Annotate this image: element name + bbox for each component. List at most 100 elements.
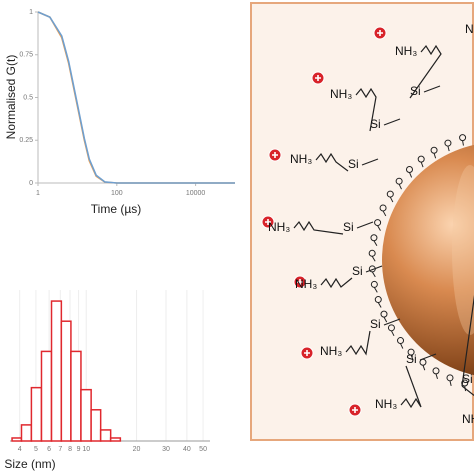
y-axis-title: Normalised G(t) xyxy=(4,55,18,140)
surface-stem xyxy=(389,196,394,203)
positive-charge xyxy=(449,454,461,466)
plus-sign xyxy=(304,350,310,356)
surface-stem xyxy=(420,161,424,168)
surface-stem xyxy=(371,271,376,278)
surface-stem xyxy=(422,365,426,371)
amine-label: NH₃ xyxy=(462,412,474,426)
x-tick-label: 7 xyxy=(58,446,62,453)
bar xyxy=(20,424,33,442)
silicon-label: Si xyxy=(348,157,359,171)
si-bond xyxy=(419,353,437,361)
x-tick-label: 20 xyxy=(133,446,141,453)
x-tick-label: 8 xyxy=(68,446,72,453)
surface-stem xyxy=(435,373,438,379)
si-bond xyxy=(361,158,379,166)
chain xyxy=(315,152,349,172)
surface-stem xyxy=(462,140,464,146)
bar xyxy=(30,386,43,442)
x-axis-title: Time (µs) xyxy=(91,202,141,216)
labels: NH₃ NH₃ NH₃ NH₃ NH₃ NH₃ NH₃ NH₃ NH₃ Si Si Si Si Si Si S… xyxy=(268,22,474,426)
chain xyxy=(355,87,377,132)
x-tick-label: 5 xyxy=(34,446,38,453)
amine-label: NH₃ xyxy=(465,22,474,36)
surface-stem xyxy=(398,183,402,190)
y-tick-label: 1 xyxy=(29,9,33,16)
highlight xyxy=(452,165,474,335)
amine-label: NH₃ xyxy=(330,87,352,101)
amine-label: NH₃ xyxy=(375,397,397,411)
silicon-label: Si xyxy=(462,372,473,386)
plus-sign xyxy=(297,279,303,285)
plus-sign xyxy=(272,152,278,158)
bar xyxy=(40,350,53,442)
chain xyxy=(293,220,344,235)
surface-stem xyxy=(449,380,452,386)
x-axis-title: Size (nm) xyxy=(4,457,55,471)
charges xyxy=(261,26,461,466)
chains xyxy=(293,44,474,409)
plus-sign xyxy=(265,219,271,225)
x-tick-label: 10000 xyxy=(186,190,206,197)
plus-sign xyxy=(315,75,321,81)
amine-label: NH₃ xyxy=(295,277,317,291)
surface-stem xyxy=(373,240,378,247)
plus-sign xyxy=(377,30,383,36)
chain xyxy=(320,277,353,289)
amine-label: NH₃ xyxy=(395,44,417,58)
surface-stem xyxy=(373,287,378,293)
x-tick-label: 40 xyxy=(183,446,191,453)
x-tick-label: 4 xyxy=(18,446,22,453)
bar xyxy=(99,429,112,442)
surface-stem xyxy=(383,316,388,323)
bar xyxy=(60,320,72,442)
surface-stem xyxy=(377,225,381,231)
surface-stem xyxy=(409,172,413,178)
x-tick-label: 6 xyxy=(47,446,51,453)
surface-stem xyxy=(391,330,395,337)
bar xyxy=(70,350,82,442)
surface-stem xyxy=(447,145,450,152)
x-tick-label: 100 xyxy=(111,190,123,197)
si-bond xyxy=(383,118,401,126)
y-tick-label: 0 xyxy=(29,180,33,187)
bar xyxy=(11,437,23,442)
si-bond xyxy=(356,221,374,229)
x-tick-label: 9 xyxy=(77,446,81,453)
y-tick-label: 0.25 xyxy=(19,137,33,144)
chain xyxy=(345,330,371,356)
bar xyxy=(90,409,102,442)
plus-sign xyxy=(352,407,358,413)
silicon-label: Si xyxy=(370,117,381,131)
plus-sign xyxy=(452,457,458,463)
silicon-label: Si xyxy=(370,317,381,331)
silicon-label: Si xyxy=(343,220,354,234)
silicon-label: Si xyxy=(410,84,421,98)
surface-stem xyxy=(400,343,404,349)
data-line xyxy=(37,11,235,184)
y-tick-label: 0.5 xyxy=(23,94,33,101)
chain xyxy=(400,365,422,409)
diagram: NH₃ NH₃ NH₃ NH₃ NH₃ NH₃ NH₃ NH₃ NH₃ Si Si Si Si Si Si S… xyxy=(261,22,474,466)
bar xyxy=(109,437,122,442)
data-line xyxy=(37,11,235,184)
surface-stem xyxy=(371,256,376,262)
amine-label: NH₃ xyxy=(290,152,312,166)
x-tick-label: 1 xyxy=(36,190,40,197)
chain xyxy=(409,44,442,99)
surface-stem xyxy=(382,210,387,217)
bar xyxy=(80,388,92,442)
bar xyxy=(50,300,63,442)
silicon-label: Si xyxy=(406,352,417,366)
si-bond xyxy=(423,85,441,93)
surface-stem xyxy=(377,302,382,308)
x-tick-label: 50 xyxy=(199,446,207,453)
amine-label: NH₃ xyxy=(268,220,290,234)
x-tick-label: 10 xyxy=(82,446,90,453)
silicon-label: Si xyxy=(352,264,363,278)
surface-stem xyxy=(433,153,437,159)
si-bond xyxy=(383,318,401,326)
x-tick-label: 30 xyxy=(162,446,170,453)
surface-stem xyxy=(410,354,414,361)
y-tick-label: 0.75 xyxy=(19,52,33,59)
